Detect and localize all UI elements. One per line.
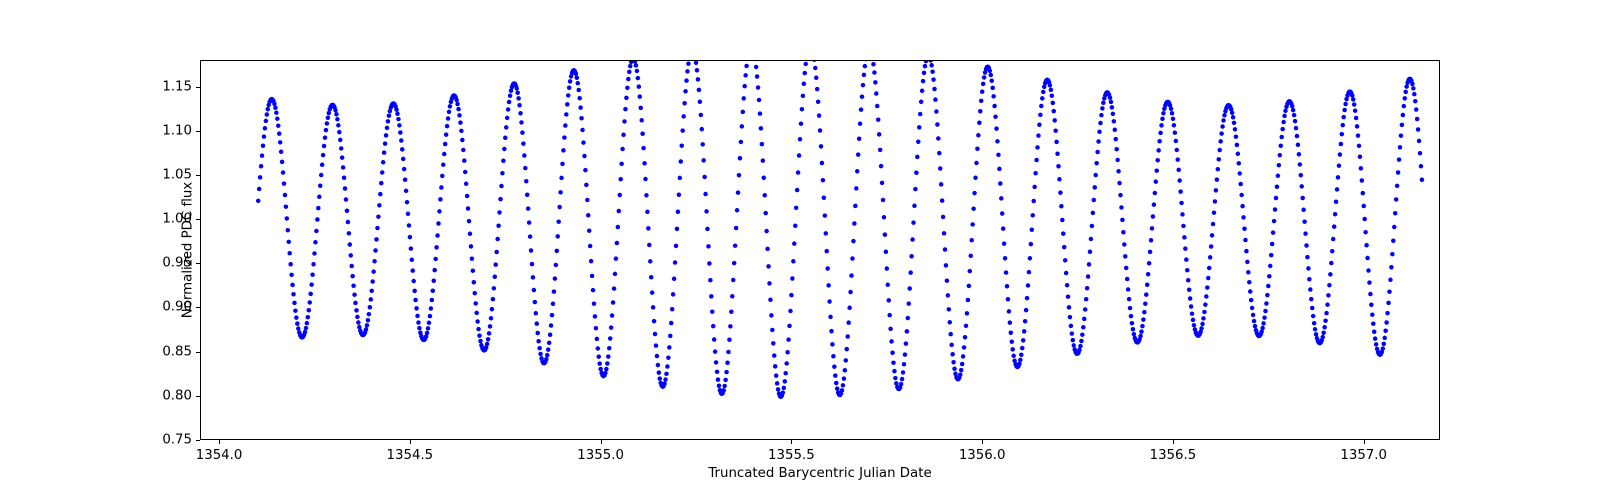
- y-tick-mark: [196, 352, 200, 353]
- y-tick-mark: [196, 219, 200, 220]
- figure: Truncated Barycentric Julian Date Normal…: [0, 0, 1600, 500]
- y-tick-label: 0.85: [162, 344, 192, 359]
- x-tick-mark: [1173, 440, 1174, 444]
- x-axis-label: Truncated Barycentric Julian Date: [708, 466, 931, 481]
- y-tick-label: 0.80: [162, 388, 192, 403]
- y-tick-mark: [196, 263, 200, 264]
- y-tick-mark: [196, 131, 200, 132]
- x-tick-label: 1354.5: [387, 448, 434, 463]
- y-tick-mark: [196, 87, 200, 88]
- plot-area: [200, 60, 1440, 440]
- x-tick-mark: [219, 440, 220, 444]
- x-tick-mark: [410, 440, 411, 444]
- y-axis-label: Normalized PDC flux: [181, 182, 196, 318]
- x-tick-mark: [1364, 440, 1365, 444]
- y-tick-label: 1.15: [162, 79, 192, 94]
- x-tick-label: 1355.0: [577, 448, 624, 463]
- x-tick-label: 1354.0: [196, 448, 243, 463]
- y-tick-label: 1.10: [162, 123, 192, 138]
- y-tick-mark: [196, 175, 200, 176]
- y-tick-mark: [196, 440, 200, 441]
- y-tick-label: 1.05: [162, 167, 192, 182]
- y-tick-label: 1.00: [162, 212, 192, 227]
- y-tick-mark: [196, 307, 200, 308]
- x-tick-mark: [982, 440, 983, 444]
- x-tick-label: 1356.0: [959, 448, 1006, 463]
- x-tick-label: 1356.5: [1150, 448, 1197, 463]
- x-tick-mark: [791, 440, 792, 444]
- x-tick-label: 1357.0: [1340, 448, 1387, 463]
- y-tick-label: 0.95: [162, 256, 192, 271]
- x-tick-label: 1355.5: [768, 448, 815, 463]
- y-tick-label: 0.75: [162, 433, 192, 448]
- y-tick-mark: [196, 396, 200, 397]
- x-tick-mark: [601, 440, 602, 444]
- y-tick-label: 0.90: [162, 300, 192, 315]
- scatter-svg: [201, 61, 1441, 441]
